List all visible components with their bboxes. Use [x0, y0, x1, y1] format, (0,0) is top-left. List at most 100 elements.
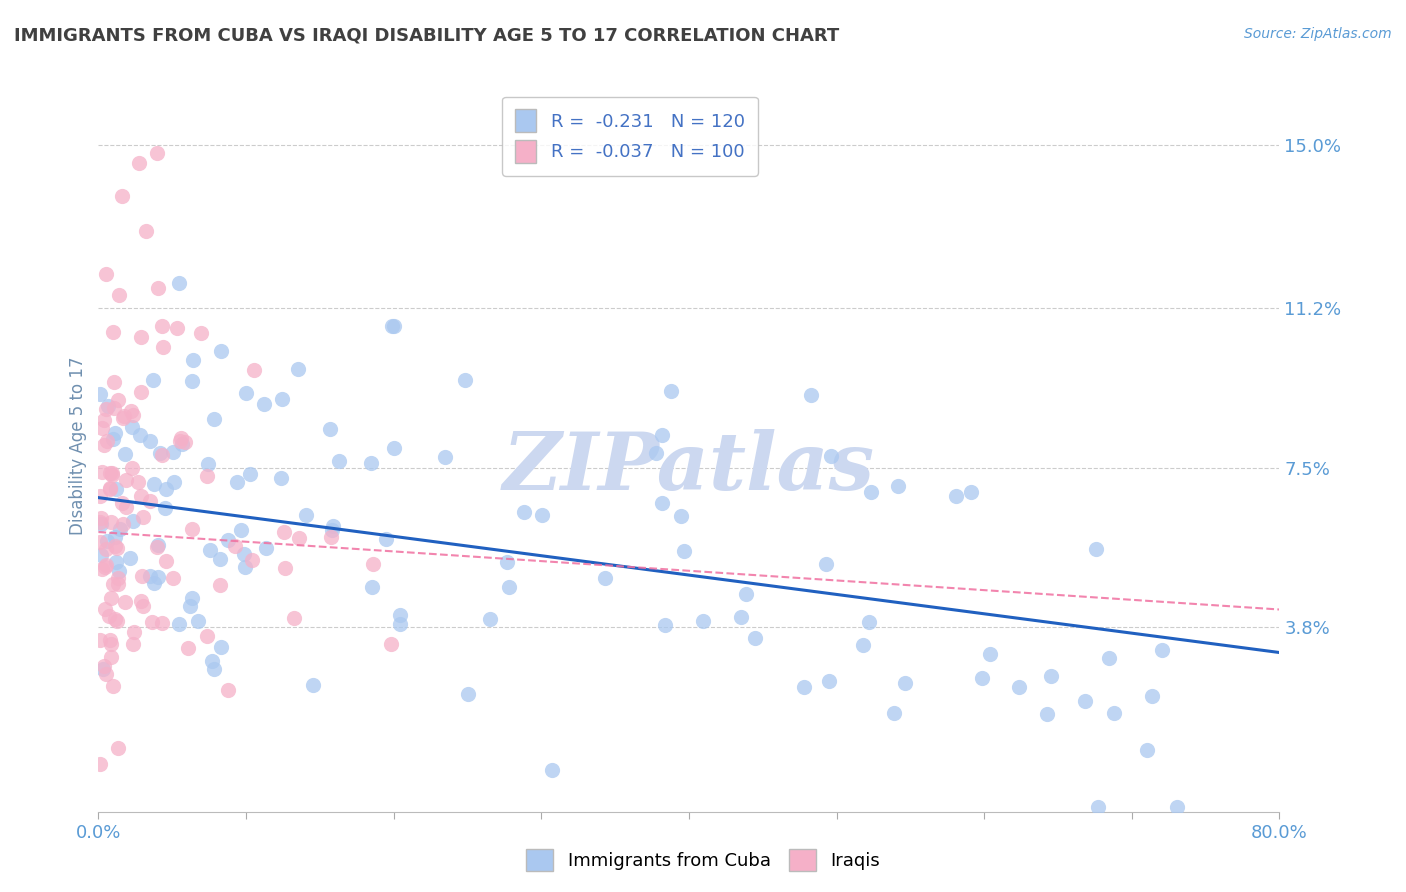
- Point: [513, 505, 536, 519]
- Point: [114, 447, 136, 461]
- Point: [100, 591, 122, 606]
- Point: [294, 508, 316, 522]
- Point: [138, 434, 160, 448]
- Point: [143, 576, 166, 591]
- Point: [1152, 642, 1174, 657]
- Point: [100, 649, 122, 664]
- Point: [800, 388, 823, 402]
- Point: [89, 387, 111, 401]
- Point: [659, 384, 682, 398]
- Point: [202, 412, 225, 426]
- Point: [96, 434, 118, 449]
- Point: [89, 756, 111, 771]
- Point: [287, 362, 309, 376]
- Point: [150, 615, 173, 630]
- Point: [98, 466, 121, 480]
- Point: [115, 500, 138, 514]
- Point: [818, 674, 841, 689]
- Point: [90, 549, 112, 563]
- Point: [97, 399, 120, 413]
- Point: [217, 683, 239, 698]
- Point: [93, 413, 115, 427]
- Point: [271, 392, 294, 406]
- Point: [654, 617, 676, 632]
- Point: [129, 593, 152, 607]
- Point: [200, 543, 222, 558]
- Point: [111, 189, 134, 203]
- Point: [122, 637, 145, 651]
- Point: [1007, 680, 1029, 694]
- Point: [89, 535, 111, 549]
- Point: [793, 680, 815, 694]
- Point: [162, 571, 184, 585]
- Point: [190, 326, 212, 340]
- Point: [146, 281, 169, 295]
- Point: [91, 662, 114, 676]
- Point: [148, 538, 170, 552]
- Point: [232, 547, 254, 561]
- Point: [644, 446, 666, 460]
- Point: [195, 629, 218, 643]
- Point: [89, 632, 111, 647]
- Point: [139, 494, 162, 508]
- Point: [94, 667, 117, 681]
- Point: [146, 540, 169, 554]
- Point: [104, 426, 127, 441]
- Point: [101, 433, 124, 447]
- Legend: Immigrants from Cuba, Iraqis: Immigrants from Cuba, Iraqis: [519, 842, 887, 879]
- Point: [96, 558, 118, 573]
- Point: [1074, 693, 1097, 707]
- Point: [382, 318, 405, 333]
- Point: [93, 658, 115, 673]
- Point: [226, 475, 249, 490]
- Point: [252, 397, 274, 411]
- Point: [174, 434, 197, 449]
- Point: [375, 532, 398, 546]
- Point: [181, 522, 204, 536]
- Point: [146, 570, 169, 584]
- Point: [90, 421, 112, 435]
- Point: [129, 384, 152, 399]
- Point: [301, 677, 323, 691]
- Point: [859, 485, 882, 500]
- Point: [104, 539, 127, 553]
- Point: [121, 461, 143, 475]
- Point: [209, 552, 232, 566]
- Point: [167, 617, 190, 632]
- Point: [142, 373, 165, 387]
- Point: [91, 465, 114, 479]
- Point: [107, 577, 129, 591]
- Point: [972, 671, 994, 685]
- Point: [170, 431, 193, 445]
- Point: [1084, 542, 1107, 557]
- Point: [945, 489, 967, 503]
- Point: [114, 409, 136, 424]
- Point: [381, 318, 404, 333]
- Point: [651, 495, 673, 509]
- Point: [129, 428, 152, 442]
- Point: [820, 449, 842, 463]
- Point: [169, 434, 191, 448]
- Point: [89, 489, 111, 503]
- Point: [530, 508, 553, 523]
- Point: [94, 541, 117, 556]
- Point: [894, 675, 917, 690]
- Point: [108, 288, 131, 302]
- Point: [361, 580, 384, 594]
- Point: [384, 442, 406, 456]
- Point: [328, 454, 350, 468]
- Point: [97, 609, 120, 624]
- Point: [153, 500, 176, 515]
- Y-axis label: Disability Age 5 to 17: Disability Age 5 to 17: [69, 357, 87, 535]
- Point: [104, 555, 127, 569]
- Point: [104, 530, 127, 544]
- Text: ZIPatlas: ZIPatlas: [503, 429, 875, 507]
- Point: [187, 614, 209, 628]
- Point: [105, 482, 128, 496]
- Point: [101, 325, 124, 339]
- Point: [498, 580, 520, 594]
- Point: [107, 571, 129, 585]
- Point: [128, 156, 150, 170]
- Point: [360, 456, 382, 470]
- Point: [131, 599, 153, 613]
